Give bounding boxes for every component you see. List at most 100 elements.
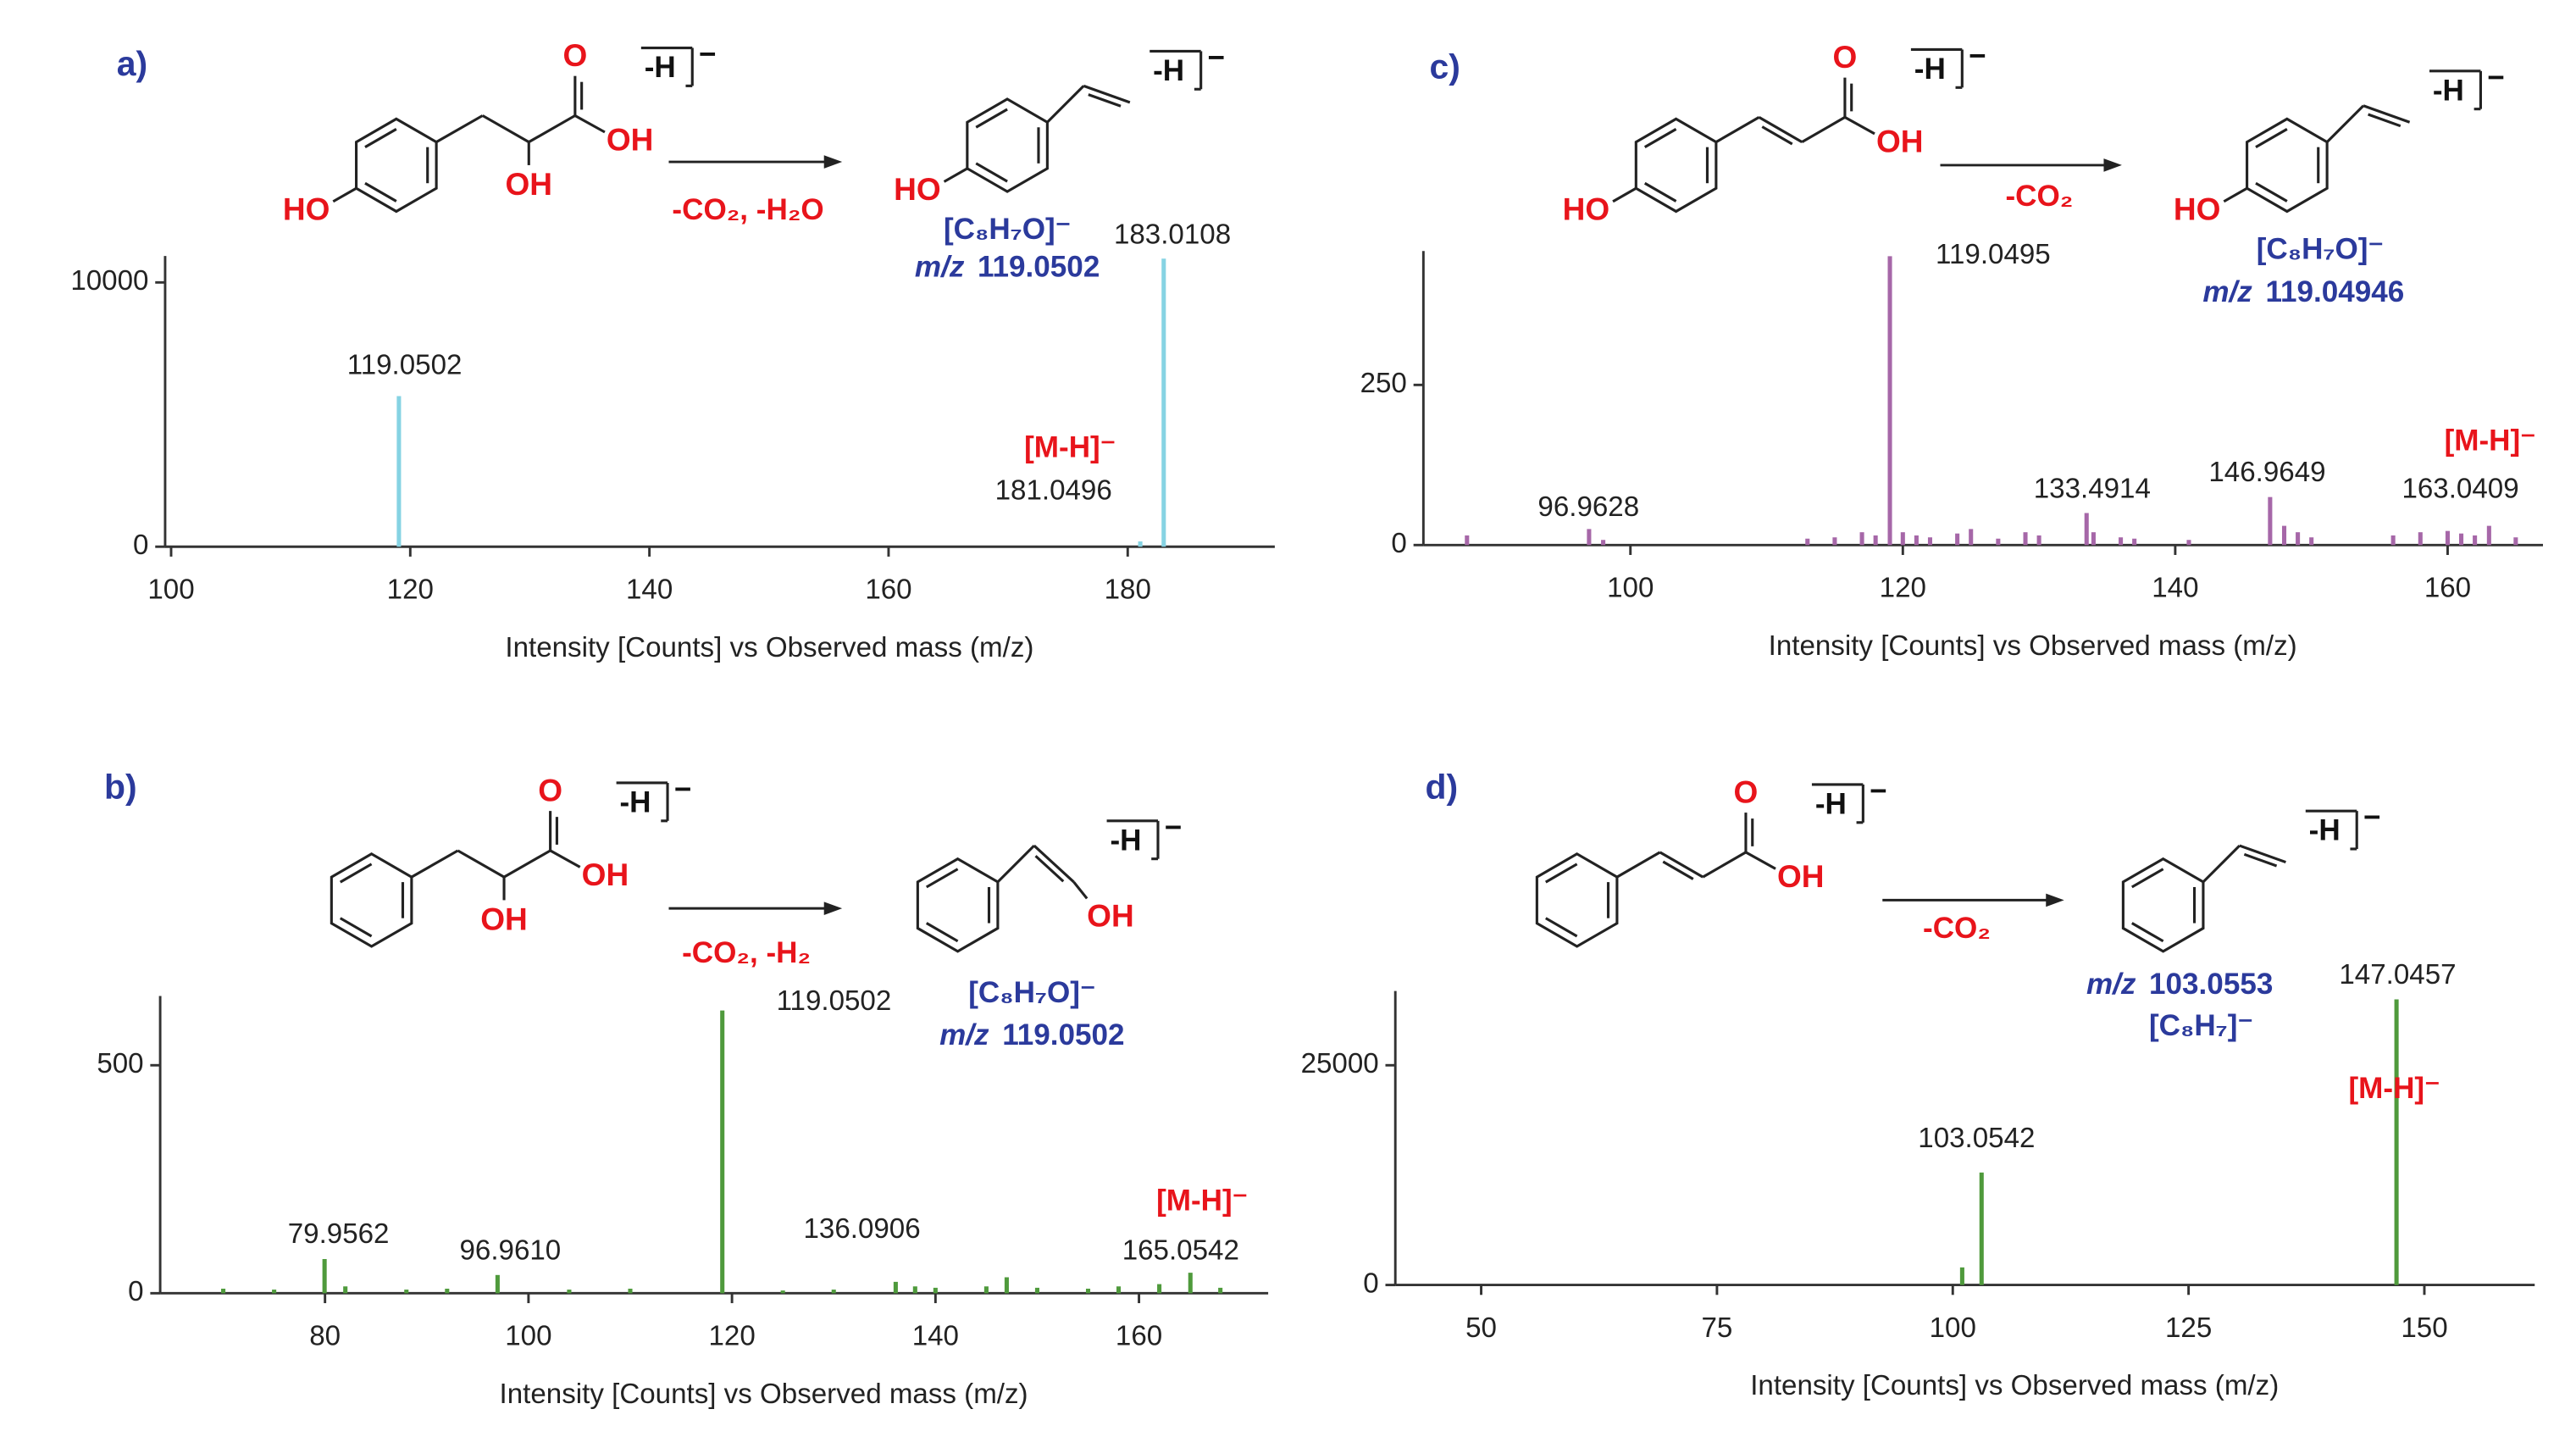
leaving-group: -H xyxy=(1153,54,1184,87)
bond xyxy=(332,186,357,203)
mz-value: 119.0502 xyxy=(978,251,1100,284)
bond xyxy=(1758,116,1803,143)
bond xyxy=(1643,181,1677,202)
x-tick-label: 50 xyxy=(1465,1312,1497,1344)
leaving-group: -H xyxy=(1815,788,1847,821)
x-tick-label: 100 xyxy=(1607,573,1654,604)
bond xyxy=(975,108,1008,129)
y-tick-label: 25000 xyxy=(1301,1048,1379,1079)
bond xyxy=(411,849,459,879)
benzene-ring xyxy=(1634,117,1718,214)
charge: − xyxy=(699,38,717,71)
bond xyxy=(574,114,606,134)
bond xyxy=(549,849,581,868)
charge: − xyxy=(674,773,692,806)
bond xyxy=(457,849,505,879)
x-tick-label: 160 xyxy=(865,574,911,606)
label: [C₈H₇O]⁻ xyxy=(944,213,1071,246)
bond xyxy=(1033,844,1075,884)
mz-label: m/z 103.0553 xyxy=(2086,968,2273,1001)
x-tick-label: 125 xyxy=(2165,1312,2212,1344)
y-tick-label: 0 xyxy=(133,530,148,561)
arrow-head xyxy=(2103,158,2122,172)
bond xyxy=(1072,880,1089,900)
label: O xyxy=(538,772,562,807)
x-axis-title: Intensity [Counts] vs Observed mass (m/z… xyxy=(505,632,1033,663)
bond xyxy=(1544,863,1578,884)
bond xyxy=(2368,113,2401,128)
x-tick-label: 150 xyxy=(2401,1312,2447,1344)
x-axis-title: Intensity [Counts] vs Observed mass (m/z… xyxy=(500,1379,1028,1410)
mz-prefix: m/z xyxy=(939,1018,989,1051)
peak-label: 183.0108 xyxy=(1114,219,1231,251)
benzene-ring xyxy=(330,852,413,948)
bond xyxy=(1761,125,1793,146)
peak-label: 103.0542 xyxy=(1918,1123,2035,1154)
arrow-head xyxy=(823,155,843,169)
leaving-group: -H xyxy=(2433,74,2464,107)
benzene-ring xyxy=(966,97,1049,193)
mh-label: [M-H]⁻ xyxy=(1156,1184,1248,1217)
bond xyxy=(528,114,576,143)
label: OH xyxy=(1876,123,1924,158)
bond xyxy=(2223,186,2248,203)
leaving-group: -H xyxy=(619,786,651,819)
label: OH xyxy=(607,121,654,157)
bond xyxy=(2363,104,2411,124)
x-tick-label: 120 xyxy=(708,1321,755,1352)
bond xyxy=(1612,186,1637,203)
x-tick-label: 140 xyxy=(2152,573,2198,604)
panel-label: c) xyxy=(1429,47,1460,86)
bond xyxy=(435,114,484,143)
peak-label: 119.0502 xyxy=(347,350,463,381)
panel-label: d) xyxy=(1425,768,1458,807)
benzene-ring xyxy=(355,117,438,214)
label: OH xyxy=(506,166,553,202)
peak-label: 119.0495 xyxy=(1936,239,2051,270)
x-axis-title: Intensity [Counts] vs Observed mass (m/z… xyxy=(1750,1370,2279,1401)
bond xyxy=(2202,844,2241,884)
leaving-group: -H xyxy=(2309,814,2341,847)
label: OH xyxy=(582,857,629,892)
label: HO xyxy=(2174,191,2221,226)
bond xyxy=(2243,852,2278,868)
label: -CO₂ xyxy=(2006,180,2074,213)
peak-label: 147.0457 xyxy=(2339,959,2456,990)
y-tick-label: 250 xyxy=(1360,368,1407,399)
charge: − xyxy=(1870,774,1887,807)
x-tick-label: 100 xyxy=(505,1321,551,1352)
peak-label: 133.4914 xyxy=(2034,474,2151,505)
y-tick-label: 0 xyxy=(1391,528,1406,559)
bond xyxy=(1616,851,1661,879)
peak-label: 146.9649 xyxy=(2208,457,2325,488)
label: O xyxy=(562,37,587,73)
y-tick-label: 10000 xyxy=(70,265,148,297)
benzene-ring xyxy=(916,857,1000,953)
mh-label: [M-H]⁻ xyxy=(2349,1072,2440,1105)
charge: − xyxy=(2363,801,2381,834)
bond xyxy=(364,181,397,202)
charge: − xyxy=(1969,39,1986,72)
benzene-ring xyxy=(2246,117,2329,214)
mh-label: [M-H]⁻ xyxy=(2445,424,2536,458)
label: HO xyxy=(894,171,941,207)
peak-label: 96.9610 xyxy=(459,1234,561,1266)
mz-value: 103.0553 xyxy=(2149,968,2273,1001)
bond xyxy=(1083,84,1131,104)
y-tick-label: 500 xyxy=(97,1048,143,1079)
x-tick-label: 140 xyxy=(912,1321,959,1352)
arrow-head xyxy=(823,902,843,915)
bond xyxy=(1046,85,1085,124)
x-tick-label: 120 xyxy=(1880,573,1926,604)
mz-label: m/z 119.0502 xyxy=(915,251,1100,284)
peak-label: 181.0496 xyxy=(995,475,1112,507)
bond xyxy=(339,917,373,938)
bond xyxy=(975,162,1008,183)
mz-value: 119.0502 xyxy=(1002,1018,1124,1051)
bond xyxy=(503,849,551,879)
label: OH xyxy=(480,902,528,937)
bond xyxy=(1643,128,1677,148)
mz-label: m/z 119.0502 xyxy=(939,1018,1124,1051)
x-axis-title: Intensity [Counts] vs Observed mass (m/z… xyxy=(1769,630,2297,662)
